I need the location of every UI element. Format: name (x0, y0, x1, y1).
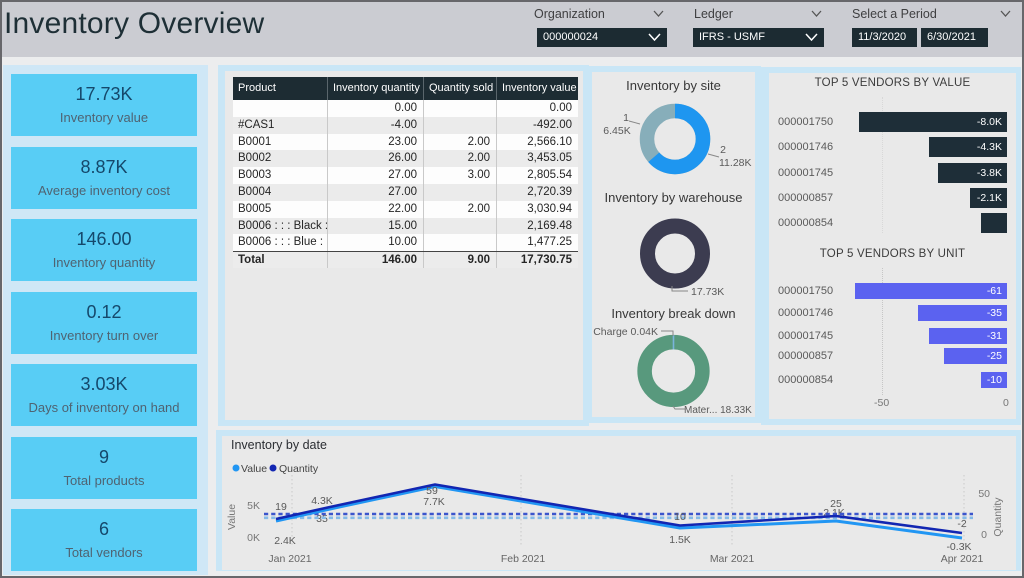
svg-text:-0.3K: -0.3K (946, 541, 971, 553)
svg-text:7.7K: 7.7K (423, 496, 445, 508)
svg-text:0K: 0K (247, 532, 260, 544)
svg-text:Value: Value (226, 504, 238, 530)
svg-text:5K: 5K (247, 500, 260, 512)
svg-text:2.4K: 2.4K (274, 535, 296, 547)
svg-text:4.3K: 4.3K (311, 495, 333, 507)
svg-text:6.45K: 6.45K (603, 125, 630, 137)
svg-text:1.5K: 1.5K (669, 534, 691, 546)
svg-text:Charge 0.04K: Charge 0.04K (593, 326, 658, 338)
svg-text:Quantity: Quantity (279, 463, 319, 475)
svg-text:2: 2 (720, 144, 726, 156)
svg-text:25: 25 (830, 498, 842, 510)
svg-text:-2: -2 (957, 518, 966, 530)
svg-text:Feb 2021: Feb 2021 (501, 553, 546, 565)
svg-text:11.28K: 11.28K (719, 157, 752, 169)
svg-text:Apr 2021: Apr 2021 (941, 553, 984, 565)
svg-text:1: 1 (623, 112, 629, 124)
svg-text:0: 0 (981, 529, 987, 541)
svg-text:10: 10 (674, 511, 686, 523)
svg-text:19: 19 (275, 501, 287, 513)
svg-text:Value: Value (241, 463, 267, 475)
svg-text:17.73K: 17.73K (691, 286, 724, 298)
svg-text:59: 59 (426, 485, 438, 497)
svg-text:50: 50 (978, 488, 990, 500)
svg-text:Jan 2021: Jan 2021 (268, 553, 311, 565)
svg-text:Mar 2021: Mar 2021 (710, 553, 755, 565)
svg-text:Quantity: Quantity (992, 497, 1004, 537)
svg-text:Mater... 18.33K: Mater... 18.33K (684, 405, 752, 416)
